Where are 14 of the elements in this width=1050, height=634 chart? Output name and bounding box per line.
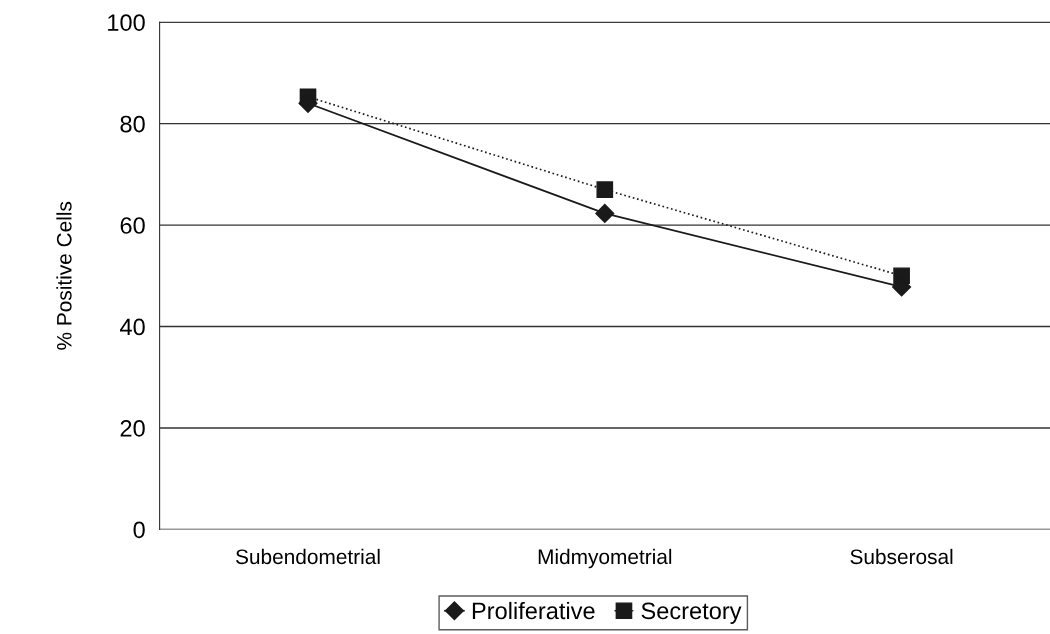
point (596, 181, 614, 198)
y-tick-label: 20 (120, 420, 145, 437)
y-tick-label: 100 (108, 14, 145, 31)
point (595, 203, 615, 223)
legend-label: Secretory (641, 602, 742, 624)
legend-label: Proliferative (472, 601, 595, 620)
x-tick-label: Subserosal (850, 548, 953, 565)
x-tick-label: Midmyometrial (538, 548, 672, 569)
y-axis-title: % Positive Cells (56, 201, 72, 350)
y-tick-label: 80 (120, 115, 145, 133)
y-tick-label: 40 (119, 318, 145, 336)
y-tick-label: 0 (133, 521, 145, 539)
x-tick-label: Subendometrial (235, 548, 380, 565)
y-tick-label: 60 (120, 217, 145, 234)
